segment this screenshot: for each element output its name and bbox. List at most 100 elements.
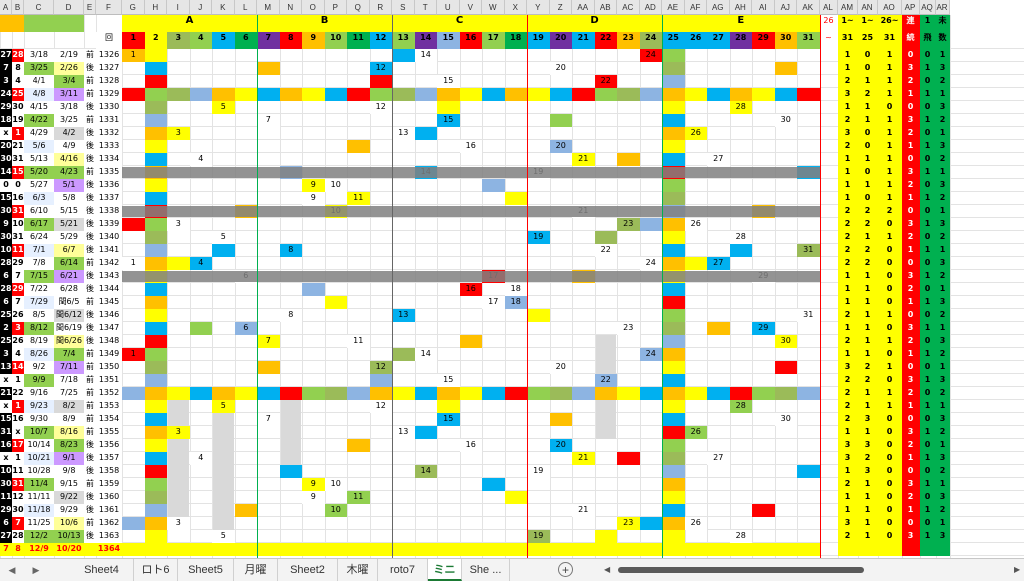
row-22-am[interactable]: 1 (837, 322, 858, 335)
grid-r14-n26[interactable]: 26 (684, 218, 707, 231)
grid-r20-n18[interactable]: 18 (504, 296, 527, 309)
row-24-col-c[interactable]: 8/26 (24, 348, 54, 361)
row-25-ap[interactable]: 0 (901, 361, 920, 374)
grid-r27-n2[interactable] (144, 387, 167, 400)
row-34-ap[interactable]: 3 (901, 478, 920, 491)
row-29-col-d[interactable]: 8/9 (54, 413, 84, 426)
row-14-ao[interactable]: 0 (877, 218, 902, 231)
row-5-ar[interactable]: 3 (935, 101, 950, 114)
grid-r29-n30[interactable]: 30 (774, 413, 797, 426)
number-header-6[interactable]: 6 (234, 32, 257, 49)
row-9-col-d[interactable]: 4/16 (54, 153, 84, 166)
column-header-af[interactable]: AF (684, 0, 707, 15)
grid-r31-n16[interactable]: 16 (459, 439, 482, 452)
column-header-z[interactable]: Z (549, 0, 572, 15)
row-12-ap[interactable]: 1 (901, 192, 920, 205)
row-27-col-d[interactable]: 7/25 (54, 387, 84, 400)
grid-r11-n2[interactable] (144, 179, 167, 192)
row-2-col-e[interactable]: 後 (84, 62, 96, 75)
row-2-col-d[interactable]: 2/26 (54, 62, 84, 75)
row-37-col-a[interactable]: 6 (0, 517, 12, 530)
row-28-aq[interactable]: 1 (919, 400, 936, 413)
row-13-ap[interactable]: 0 (901, 205, 920, 218)
grid-r5-n12[interactable]: 12 (369, 101, 392, 114)
grid-r16-n2[interactable] (144, 244, 167, 257)
row-15-ar[interactable]: 2 (935, 231, 950, 244)
row-23-col-d[interactable]: 閏6/26 (54, 335, 84, 348)
grid-r5-n5[interactable]: 5 (212, 101, 235, 114)
grid-r17-n4[interactable]: 4 (189, 257, 212, 270)
row-33-ao[interactable]: 0 (877, 465, 902, 478)
row-35-col-d[interactable]: 9/22 (54, 491, 84, 504)
grid-r14-n25[interactable] (662, 218, 685, 231)
row-17-aq[interactable]: 0 (919, 257, 936, 270)
row-24-col-d[interactable]: 7/4 (54, 348, 84, 361)
row-36-ao[interactable]: 0 (877, 504, 902, 517)
grid-r27-n19[interactable] (527, 387, 550, 400)
row-5-col-c[interactable]: 4/15 (24, 101, 54, 114)
row-last-fill-38[interactable] (837, 543, 858, 556)
grid-r17-n2[interactable] (144, 257, 167, 270)
row-31-ap[interactable]: 2 (901, 439, 920, 452)
row-36-kai[interactable]: 1361 (96, 504, 122, 517)
row-29-an[interactable]: 3 (857, 413, 878, 426)
row-28-ap[interactable]: 1 (901, 400, 920, 413)
row-1-col-a[interactable]: 27 (0, 49, 12, 62)
row-17-ar[interactable]: 3 (935, 257, 950, 270)
row-20-am[interactable]: 1 (837, 296, 858, 309)
row-2-am[interactable]: 1 (837, 62, 858, 75)
row-9-col-c[interactable]: 5/13 (24, 153, 54, 166)
row-31-col-d[interactable]: 8/23 (54, 439, 84, 452)
row-3-an[interactable]: 1 (857, 75, 878, 88)
grid-r27-n13[interactable] (392, 387, 415, 400)
column-header-e[interactable]: E (84, 0, 96, 15)
row-3-ao[interactable]: 1 (877, 75, 902, 88)
grid-r7-n2[interactable] (144, 127, 167, 140)
row-2-ap[interactable]: 3 (901, 62, 920, 75)
row-18-an[interactable]: 1 (857, 270, 878, 283)
grid-r36-n6[interactable] (234, 504, 257, 517)
row-14-col-c[interactable]: 6/17 (24, 218, 54, 231)
row-18-col-e[interactable]: 後 (84, 270, 96, 283)
row-3-am[interactable]: 2 (837, 75, 858, 88)
row-25-an[interactable]: 2 (857, 361, 878, 374)
tab-scroll-right-icon[interactable]: ▶ (32, 565, 40, 575)
row-26-col-e[interactable]: 前 (84, 374, 96, 387)
row-6-aq[interactable]: 1 (919, 114, 936, 127)
row-36-ap[interactable]: 1 (901, 504, 920, 517)
row-29-col-c[interactable]: 9/30 (24, 413, 54, 426)
grid-r27-n23[interactable] (617, 387, 640, 400)
row-25-col-b[interactable]: 14 (12, 361, 24, 374)
row-15-col-a[interactable]: 30 (0, 231, 12, 244)
row-26-an[interactable]: 2 (857, 374, 878, 387)
row-19-col-c[interactable]: 7/22 (24, 283, 54, 296)
row-26-col-c[interactable]: 9/9 (24, 374, 54, 387)
row-34-col-a[interactable]: 30 (0, 478, 12, 491)
row-5-col-e[interactable]: 後 (84, 101, 96, 114)
grid-r4-n16[interactable] (459, 88, 482, 101)
row-32-col-e[interactable]: 後 (84, 452, 96, 465)
grid-r11-n17[interactable] (482, 179, 505, 192)
scroll-right-arrow-icon[interactable]: ▶ (1014, 565, 1021, 574)
grid-r7-n14[interactable] (414, 127, 437, 140)
row-11-ap[interactable]: 2 (901, 179, 920, 192)
row-13-kai[interactable]: 1338 (96, 205, 122, 218)
row-4-col-d[interactable]: 3/11 (54, 88, 84, 101)
column-header-b[interactable]: B (12, 0, 24, 15)
row-32-col-c[interactable]: 10/21 (24, 452, 54, 465)
row-3-kai[interactable]: 1328 (96, 75, 122, 88)
grid-r8-n11[interactable] (347, 140, 370, 153)
row-5-col-a[interactable]: 29 (0, 101, 12, 114)
row-27-aq[interactable]: 0 (919, 387, 936, 400)
row-27-ar[interactable]: 2 (935, 387, 950, 400)
row-19-ap[interactable]: 2 (901, 283, 920, 296)
row-13-col-e[interactable]: 後 (84, 205, 96, 218)
grid-r25-n20[interactable]: 20 (549, 361, 572, 374)
row-7-ar[interactable]: 1 (935, 127, 950, 140)
grid-r16-n31[interactable]: 31 (797, 244, 820, 257)
grid-r23-n25[interactable] (662, 335, 685, 348)
row-21-ao[interactable]: 1 (877, 309, 902, 322)
grid-r22-n6[interactable]: 6 (234, 322, 257, 335)
row-36-aq[interactable]: 1 (919, 504, 936, 517)
grid-r8-n16[interactable]: 16 (459, 140, 482, 153)
